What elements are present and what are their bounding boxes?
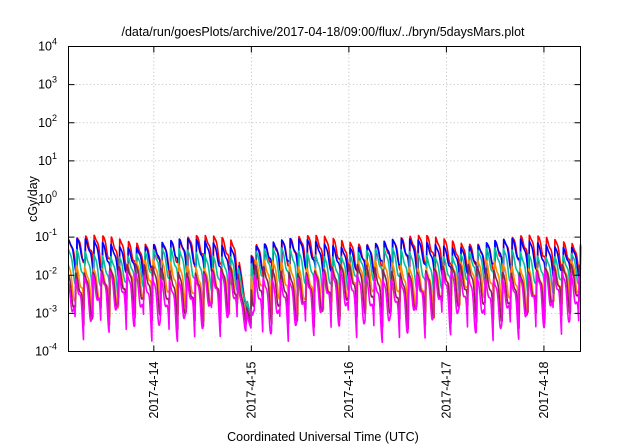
y-tick-label: 10-1 xyxy=(35,227,57,244)
y-tick-exponent: 4 xyxy=(52,37,57,47)
x-tick-label: 2017-4-17 xyxy=(439,361,453,418)
series-line xyxy=(67,237,582,325)
x-tick-label: 2017-4-16 xyxy=(342,361,356,418)
grid xyxy=(68,46,581,352)
y-tick-exponent: -1 xyxy=(49,227,57,237)
y-tick-label: 101 xyxy=(38,151,57,168)
y-tick-exponent: 1 xyxy=(52,151,57,161)
x-tick-label: 2017-4-18 xyxy=(537,361,551,418)
y-tick-label: 100 xyxy=(38,189,57,206)
series-line xyxy=(67,246,582,317)
y-tick-exponent: -4 xyxy=(49,342,57,352)
series-line xyxy=(67,258,582,325)
series-line xyxy=(67,269,582,344)
x-axis-label: Coordinated Universal Time (UTC) xyxy=(227,430,419,444)
y-tick-label: 10-3 xyxy=(35,303,57,320)
series-line xyxy=(67,263,582,331)
y-tick-exponent: -2 xyxy=(49,265,57,275)
y-tick-label: 10-2 xyxy=(35,265,57,282)
y-tick-exponent: 0 xyxy=(52,189,57,199)
chart-title: /data/run/goesPlots/archive/2017-04-18/0… xyxy=(121,25,525,39)
y-tick-label: 103 xyxy=(38,75,57,92)
y-axis-label: cGy/day xyxy=(26,175,40,222)
y-tick-label: 102 xyxy=(38,113,57,130)
y-tick-exponent: 2 xyxy=(52,113,57,123)
y-tick-label: 10-4 xyxy=(35,342,57,359)
x-axis: 2017-4-14 2017-4-15 2017-4-16 2017-4-17 2017… xyxy=(147,46,551,419)
y-tick-exponent: 3 xyxy=(52,75,57,85)
y-tick-label: 104 xyxy=(38,37,57,54)
x-tick-label: 2017-4-15 xyxy=(244,361,258,418)
plot-frame xyxy=(68,46,581,352)
y-tick-exponent: -3 xyxy=(49,303,57,313)
series-layer xyxy=(67,234,582,344)
x-tick-label: 2017-4-14 xyxy=(147,361,161,418)
